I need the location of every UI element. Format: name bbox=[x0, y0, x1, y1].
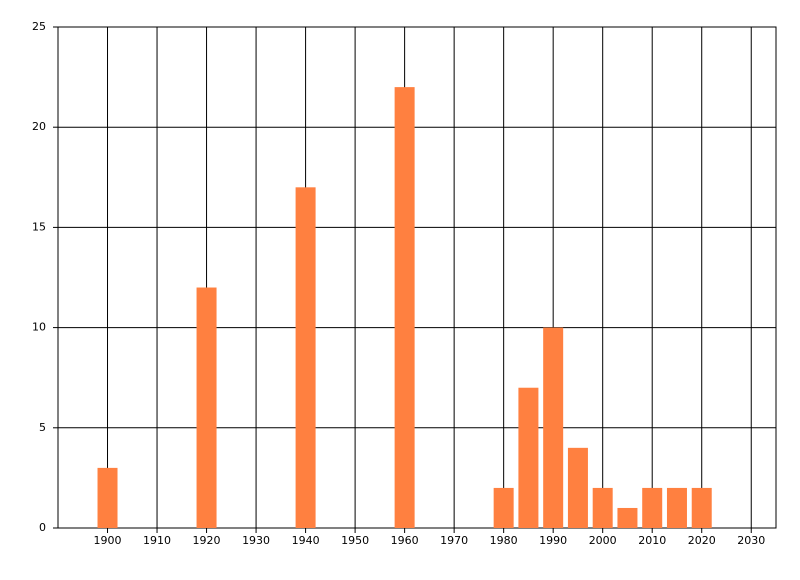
plot-frame bbox=[57, 26, 777, 529]
y-tick-label: 0 bbox=[39, 521, 46, 534]
x-tick-label: 1920 bbox=[193, 534, 221, 547]
x-tick-label: 1910 bbox=[143, 534, 171, 547]
x-tick-label: 1960 bbox=[391, 534, 419, 547]
y-tick-label: 20 bbox=[32, 120, 46, 133]
x-tick-label: 2000 bbox=[589, 534, 617, 547]
x-tick-label: 1940 bbox=[292, 534, 320, 547]
bar bbox=[567, 447, 588, 528]
x-tick-label: 2010 bbox=[638, 534, 666, 547]
x-tick-label: 1980 bbox=[490, 534, 518, 547]
bar bbox=[666, 487, 687, 528]
bar bbox=[394, 87, 415, 529]
x-tick-label: 1950 bbox=[341, 534, 369, 547]
x-tick-label: 2030 bbox=[737, 534, 765, 547]
x-tick-label: 1930 bbox=[242, 534, 270, 547]
bar bbox=[543, 327, 564, 528]
y-tick-label: 25 bbox=[32, 20, 46, 33]
y-tick-label: 10 bbox=[32, 321, 46, 334]
y-tick-label: 5 bbox=[39, 421, 46, 434]
bar bbox=[592, 487, 613, 528]
bar bbox=[642, 487, 663, 528]
bar bbox=[617, 507, 638, 528]
x-tick-label: 1900 bbox=[94, 534, 122, 547]
bar bbox=[295, 187, 316, 528]
bar bbox=[518, 387, 539, 528]
bar bbox=[97, 467, 118, 528]
y-tick-label: 15 bbox=[32, 220, 46, 233]
bar bbox=[493, 487, 514, 528]
x-tick-label: 1970 bbox=[440, 534, 468, 547]
x-tick-label: 1990 bbox=[539, 534, 567, 547]
bar bbox=[691, 487, 712, 528]
x-tick-label: 2020 bbox=[688, 534, 716, 547]
bar bbox=[196, 287, 217, 528]
